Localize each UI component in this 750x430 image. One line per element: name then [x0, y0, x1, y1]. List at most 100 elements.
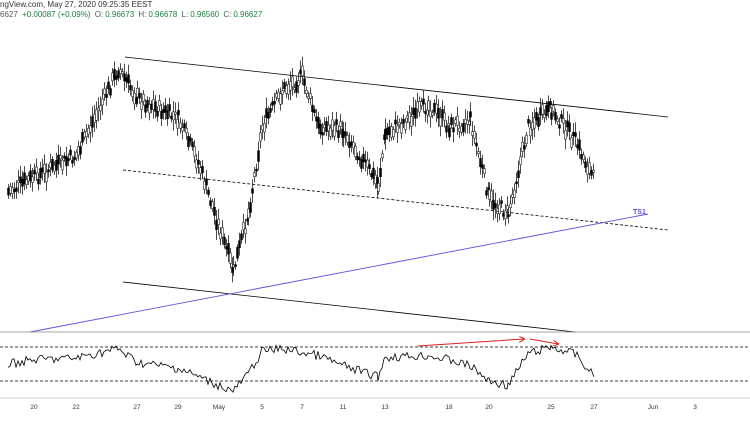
candle-body	[445, 125, 448, 133]
candle-body	[162, 109, 165, 113]
candle-body	[350, 141, 353, 147]
candle-body	[113, 69, 116, 80]
candle-body	[140, 101, 143, 110]
candle-body	[253, 172, 256, 177]
candle-body	[281, 90, 284, 95]
candle-body	[494, 203, 497, 208]
ts1-label: TS1	[633, 209, 646, 216]
candle-body	[91, 116, 94, 128]
candle-body	[65, 156, 68, 167]
candle-body	[59, 155, 62, 160]
candle-body	[156, 110, 159, 117]
candle-body	[81, 132, 84, 143]
candle-body	[152, 99, 155, 110]
chart-header: ngView.com, May 27, 2020 09:25:35 EEST	[0, 0, 750, 10]
x-tick-label: May	[213, 404, 226, 411]
candle-body	[490, 190, 493, 202]
candle-body	[69, 149, 72, 156]
candle-body	[79, 146, 82, 155]
candle-body	[277, 91, 280, 99]
candle-body	[193, 146, 196, 157]
divergence-arrow-2[interactable]	[529, 338, 558, 344]
candle-body	[422, 98, 425, 105]
candle-body	[509, 203, 512, 208]
candle-body	[219, 232, 222, 240]
candle-body	[435, 103, 438, 114]
candle-body	[13, 188, 16, 193]
candle-body	[342, 131, 345, 139]
candle-body	[502, 213, 505, 217]
candle-body	[458, 127, 461, 132]
candle-body	[319, 123, 322, 135]
candle-body	[148, 104, 151, 114]
candle-body	[269, 107, 272, 113]
candle-body	[523, 145, 526, 150]
candle-body	[547, 101, 550, 112]
candle-body	[144, 104, 147, 113]
candle-body	[273, 101, 276, 105]
candle-body	[31, 176, 34, 183]
candle-body	[331, 119, 334, 131]
candle-body	[519, 156, 522, 165]
candle-body	[408, 112, 411, 123]
open-label: O:	[94, 10, 104, 19]
candle-body	[515, 181, 518, 185]
x-tick-label: 27	[133, 404, 141, 411]
candle-body	[307, 96, 310, 99]
candle-body	[142, 93, 145, 102]
candle-body	[560, 114, 563, 119]
candle-body	[232, 264, 235, 268]
channel-upper-line[interactable]	[124, 56, 669, 118]
candle-body	[433, 103, 436, 113]
candle-body	[125, 77, 128, 82]
channel-lower-line[interactable]	[122, 281, 576, 333]
candle-body	[17, 180, 20, 184]
divergence-arrow-1[interactable]	[417, 339, 524, 347]
candle-body	[305, 90, 308, 94]
candle-body	[566, 120, 569, 128]
candle-body	[513, 189, 516, 198]
candle-body	[507, 214, 510, 217]
candle-body	[527, 119, 530, 124]
candle-body	[136, 88, 139, 98]
low-label: L:	[181, 10, 189, 19]
candle-body	[37, 178, 40, 185]
open-value: 0.96673	[105, 10, 135, 19]
candle-body	[500, 200, 503, 204]
candle-body	[221, 227, 224, 238]
candle-body	[396, 125, 399, 133]
source-timestamp: ngView.com, May 27, 2020 09:25:35 EEST	[0, 0, 153, 9]
candle-body	[97, 107, 100, 111]
candle-body	[225, 246, 228, 250]
candle-body	[39, 168, 42, 179]
candle-body	[485, 190, 488, 196]
channel-mid-line[interactable]	[122, 169, 669, 231]
candle-body	[590, 170, 593, 176]
high-value: 0.96678	[148, 10, 178, 19]
candle-body	[454, 119, 457, 124]
candle-body	[257, 150, 260, 162]
candle-body	[179, 122, 182, 129]
candle-body	[346, 135, 349, 143]
candle-body	[133, 93, 136, 105]
support-trendline[interactable]	[29, 213, 649, 333]
candle-body	[103, 88, 106, 95]
high-label: H:	[138, 10, 147, 19]
price-change: +0.00087 (+0.09%)	[22, 10, 91, 19]
x-tick-label: 25	[547, 404, 555, 411]
candle-body	[592, 169, 595, 173]
rsi-line	[7, 344, 595, 393]
candle-body	[249, 202, 252, 213]
candle-body	[481, 164, 484, 169]
candle-body	[223, 236, 226, 246]
candle-body	[392, 129, 395, 138]
candle-body	[117, 70, 120, 79]
candle-body	[541, 104, 544, 115]
candle-body	[420, 101, 423, 106]
candle-body	[109, 88, 112, 96]
close-label: C:	[223, 10, 232, 19]
candle-body	[498, 204, 501, 214]
candle-body	[301, 65, 304, 76]
candle-body	[556, 118, 559, 122]
